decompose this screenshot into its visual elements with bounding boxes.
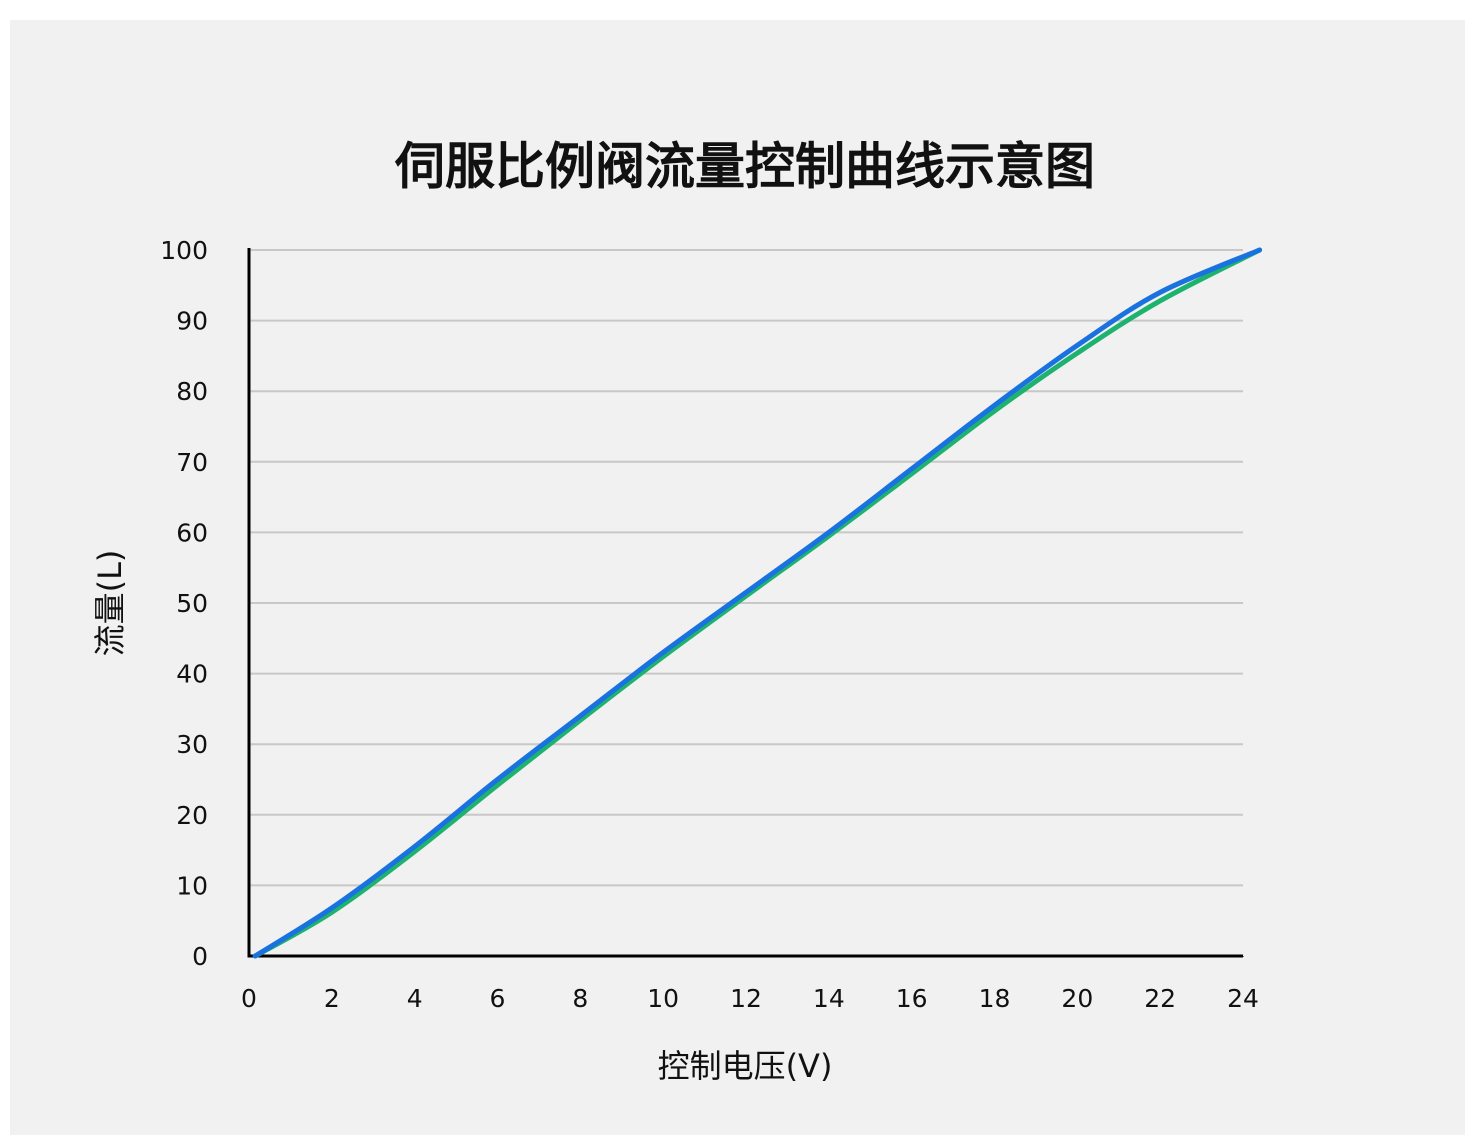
x-axis-label: 控制电压(V) bbox=[658, 1047, 833, 1085]
y-tick-label: 90 bbox=[176, 307, 208, 336]
y-axis-label: 流量(L) bbox=[91, 550, 129, 657]
x-tick-label: 6 bbox=[490, 984, 506, 1013]
y-tick-label: 50 bbox=[176, 589, 208, 618]
x-tick-label: 4 bbox=[407, 984, 423, 1013]
panel bbox=[10, 20, 1465, 1135]
x-tick-label: 18 bbox=[979, 984, 1011, 1013]
y-tick-label: 100 bbox=[160, 236, 208, 265]
y-tick-label: 0 bbox=[192, 942, 208, 971]
x-tick-label: 16 bbox=[896, 984, 928, 1013]
x-tick-label: 14 bbox=[813, 984, 845, 1013]
y-tick-label: 10 bbox=[176, 871, 208, 900]
data-line bbox=[252, 247, 1263, 959]
x-tick-label: 22 bbox=[1144, 984, 1176, 1013]
y-tick-label: 30 bbox=[176, 730, 208, 759]
x-tick-label: 2 bbox=[324, 984, 340, 1013]
x-tick-label: 12 bbox=[730, 984, 762, 1013]
y-tick-label: 20 bbox=[176, 801, 208, 830]
y-tick-label: 40 bbox=[176, 660, 208, 689]
y-tick-label: 70 bbox=[176, 448, 208, 477]
y-tick-label: 80 bbox=[176, 377, 208, 406]
x-tick-label: 0 bbox=[241, 984, 257, 1013]
x-tick-label: 20 bbox=[1061, 984, 1093, 1013]
chart-title: 伺服比例阀流量控制曲线示意图 bbox=[394, 138, 1095, 196]
x-tick-label: 10 bbox=[647, 984, 679, 1013]
y-tick-label: 60 bbox=[176, 518, 208, 547]
x-tick-label: 8 bbox=[572, 984, 588, 1013]
data-line bbox=[252, 247, 1263, 959]
x-tick-label: 24 bbox=[1227, 984, 1259, 1013]
